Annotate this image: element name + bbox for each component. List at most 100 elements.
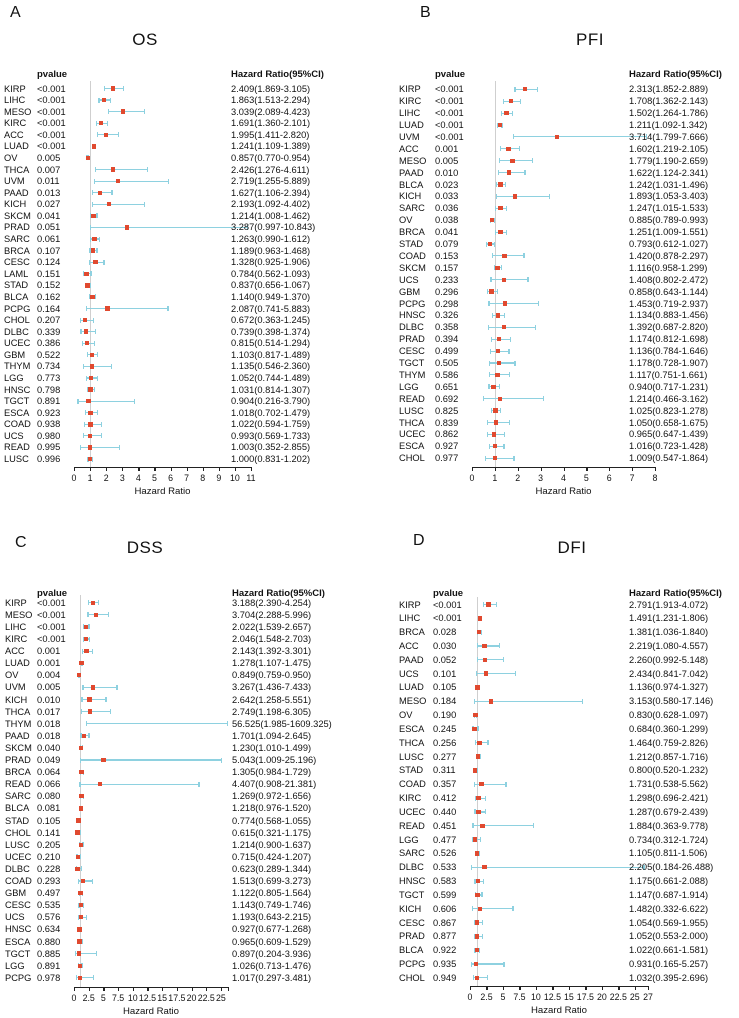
pvalue-column-header: pvalue: [37, 69, 68, 80]
ci-cap-right: [484, 809, 487, 815]
hazard-ratio-text: 3.704(2.288-5.996): [232, 609, 312, 620]
hazard-ratio-text: 56.525(1.985-1609.325): [232, 718, 332, 729]
pvalue-text: 0.041: [435, 227, 459, 238]
x-axis-tick: [147, 987, 149, 991]
pvalue-text: <0.001: [433, 599, 462, 610]
pvalue-text: 0.949: [433, 972, 457, 983]
pvalue-text: <0.001: [37, 83, 66, 94]
cancer-type-label: THCA: [4, 164, 30, 175]
hazard-ratio-marker: [475, 878, 480, 884]
ci-cap-left: [486, 431, 488, 437]
ci-cap-left: [473, 698, 475, 704]
ci-cap-left: [98, 97, 100, 103]
ci-cap-left: [87, 352, 89, 358]
hazard-ratio-marker: [86, 398, 91, 404]
confidence-interval-line: [79, 446, 120, 449]
ci-cap-left: [85, 721, 87, 727]
x-axis-tick: [234, 467, 237, 471]
ci-cap-right: [486, 975, 488, 981]
ci-cap-right: [479, 947, 481, 953]
hazard-ratio-marker: [105, 306, 110, 311]
x-axis-tick: [470, 986, 472, 990]
hazard-ratio-marker: [474, 975, 479, 981]
cancer-type-label: ESCA: [399, 441, 425, 452]
x-axis-tick: [648, 986, 650, 990]
hazard-ratio-text: 1.214(0.900-1.637): [232, 839, 312, 850]
hazard-ratio-text: 1.269(0.972-1.656): [232, 791, 312, 802]
hazard-ratio-marker: [85, 155, 90, 161]
ci-cap-left: [496, 193, 498, 199]
x-axis-tick-label: 8: [652, 473, 658, 483]
ci-cap-right: [537, 301, 540, 306]
confidence-interval-line: [472, 825, 535, 827]
pvalue-text: 0.010: [37, 694, 61, 705]
pvalue-text: 0.124: [37, 257, 61, 268]
hazard-ratio-marker: [90, 600, 95, 605]
hazard-ratio-text: 2.409(1.869-3.105): [231, 83, 311, 94]
panel-title-dfi: DFI: [557, 538, 587, 557]
x-axis-tick: [634, 986, 636, 990]
cancer-type-label: PCPG: [5, 972, 32, 983]
ci-cap-right: [106, 120, 108, 126]
ci-cap-left: [477, 643, 479, 649]
cancer-type-label: HNSC: [4, 384, 31, 395]
pvalue-text: 0.311: [433, 765, 456, 776]
ci-cap-right: [96, 375, 98, 381]
pvalue-text: 0.996: [37, 454, 61, 465]
hazard-ratio-text: 1.134(0.883-1.456): [629, 310, 709, 321]
ci-cap-left: [89, 248, 91, 254]
ci-cap-right: [92, 456, 94, 462]
cancer-type-label: PCPG: [4, 303, 31, 314]
x-axis-tick-label: 2: [515, 473, 521, 483]
ci-cap-right: [482, 878, 484, 884]
pvalue-text: 0.011: [37, 176, 60, 187]
ci-cap-right: [513, 455, 515, 461]
pvalue-text: 0.184: [433, 696, 457, 707]
cancer-type-label: BRCA: [399, 227, 425, 238]
hazard-ratio-marker: [75, 866, 80, 872]
ci-cap-left: [79, 444, 81, 450]
hazard-ratio-marker: [477, 740, 482, 745]
hazard-ratio-text: 3.188(2.390-4.254): [232, 597, 312, 608]
hazard-ratio-marker: [490, 218, 495, 223]
ci-cap-left: [503, 98, 505, 104]
ci-cap-right: [643, 864, 645, 870]
confidence-interval-line: [80, 331, 97, 333]
ci-cap-right: [90, 271, 92, 277]
cancer-type-label: COAD: [5, 876, 32, 886]
cancer-type-label: PRAD: [399, 931, 425, 942]
ci-cap-left: [80, 329, 82, 335]
pvalue-text: 0.798: [37, 384, 61, 395]
cancer-type-label: ESCA: [5, 936, 31, 947]
pvalue-text: <0.001: [37, 634, 66, 644]
x-axis-tick: [202, 467, 204, 471]
hazard-ratio-text: 0.837(0.656-1.067): [231, 280, 311, 291]
confidence-interval-line: [82, 365, 112, 367]
pvalue-text: 0.005: [37, 682, 61, 693]
hazard-ratio-text: 2.046(1.548-2.703): [232, 634, 312, 644]
ci-cap-right: [505, 205, 508, 211]
hazard-ratio-text: 1.482(0.332-6.622): [629, 903, 709, 914]
confidence-interval-line: [81, 711, 112, 713]
hazard-ratio-text: 1.032(0.395-2.696): [629, 972, 709, 983]
pvalue-text: 0.440: [433, 806, 457, 817]
x-axis-tick: [154, 467, 156, 471]
hazard-ratio-text: 1.381(1.036-1.840): [629, 627, 709, 638]
ci-cap-right: [481, 892, 483, 898]
hazard-ratio-marker: [491, 432, 497, 437]
ci-cap-right: [503, 961, 505, 967]
x-axis: [470, 986, 649, 988]
pvalue-text: 0.326: [435, 310, 459, 321]
pvalue-text: <0.001: [37, 106, 66, 117]
hazard-ratio-text: 0.965(0.609-1.529): [232, 936, 312, 947]
ci-cap-left: [75, 975, 77, 981]
hazard-ratio-text: 1.031(0.814-1.307): [231, 384, 311, 395]
ci-cap-right: [508, 348, 510, 354]
ci-cap-left: [91, 190, 93, 196]
hazard-ratio-marker: [115, 178, 120, 184]
ci-cap-left: [513, 134, 515, 140]
hazard-ratio-text: 1.050(0.658-1.675): [629, 417, 709, 428]
hazard-ratio-text: 2.193(1.092-4.402): [231, 199, 311, 210]
ci-cap-left: [83, 271, 85, 277]
ci-cap-right: [512, 906, 514, 912]
